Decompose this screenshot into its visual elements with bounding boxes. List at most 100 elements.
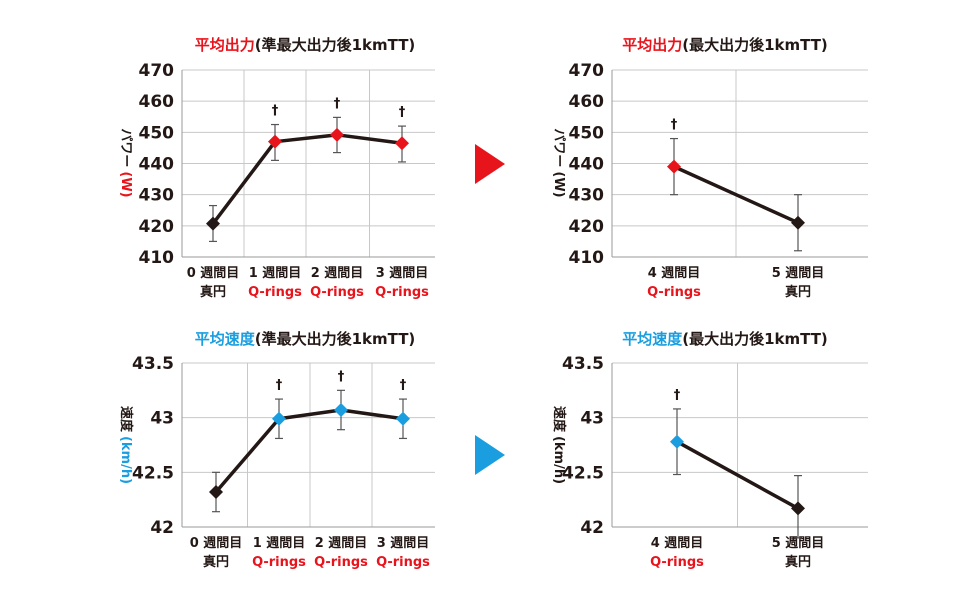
y-tick-label: 42 [150, 518, 174, 538]
y-tick-label: 440 [139, 155, 175, 175]
x-tick-label: 2 週間目 [311, 266, 364, 281]
data-point [209, 485, 223, 500]
x-tick-sublabel: Q-rings [248, 285, 302, 300]
y-axis-label-text: 速度 [118, 406, 134, 433]
y-axis-label-unit: (km/h) [118, 436, 133, 484]
y-tick-label: 410 [569, 248, 605, 268]
y-tick-label: 43.5 [132, 354, 174, 374]
y-tick-label: 440 [569, 155, 605, 175]
series-line [676, 440, 799, 510]
y-tick-label: 430 [569, 186, 605, 206]
y-tick-label: 450 [139, 123, 175, 143]
grid [182, 362, 435, 527]
x-tick-label: 3 週間目 [376, 266, 429, 281]
chart-title-rest: (最大出力後1kmTT) [682, 36, 828, 54]
data-point [334, 403, 348, 418]
chart-title: 平均速度(準最大出力後1kmTT) [195, 330, 416, 348]
arrow-icon [475, 144, 505, 184]
chart-title-rest: (準最大出力後1kmTT) [255, 36, 416, 54]
x-tick-label: 0 週間目 [187, 266, 240, 281]
y-axis-label-text: 速度 [551, 406, 567, 433]
significance-mark: † [276, 378, 283, 393]
arrow-icon [475, 435, 505, 475]
y-axis-label-text: パワー [551, 128, 566, 167]
x-tick-sublabel: Q-rings [375, 285, 429, 300]
x-tick-sublabel: 真円 [200, 284, 226, 300]
grid [182, 69, 435, 257]
chart-3: 42 42.5 43 43.5 平均速度(準最大出力後1kmTT) 速度 (km/h) 0 週… [118, 330, 435, 570]
y-axis-label: パワー (W) [118, 128, 133, 197]
arrows [475, 144, 505, 475]
chart-1: 410 420 430 440 450 460 470 平均出力(準最大出力後1kmTT) パワ… [118, 36, 435, 300]
chart-title: 平均出力(最大出力後1kmTT) [622, 36, 828, 54]
data-point [272, 411, 286, 426]
chart-title-colored: 平均出力 [195, 36, 255, 54]
y-tick-label: 410 [139, 248, 175, 268]
significance-mark: † [334, 96, 341, 111]
y-tick-label: 430 [139, 186, 175, 206]
data-point [791, 215, 805, 230]
y-axis-label-unit: (km/h) [551, 436, 566, 484]
data-point [268, 134, 282, 149]
data-point [667, 159, 681, 174]
significance-mark: † [338, 369, 345, 384]
series-line [214, 408, 404, 494]
y-axis-label-unit: (W) [118, 171, 133, 197]
y-tick-label: 420 [569, 217, 605, 237]
x-tick-sublabel: Q-rings [314, 555, 368, 570]
y-tick-label: 450 [569, 123, 605, 143]
y-tick-label: 42 [580, 518, 604, 538]
x-tick-sublabel: 真円 [785, 284, 811, 300]
y-axis-label-unit: (W) [551, 171, 566, 197]
y-tick-label: 42.5 [132, 463, 174, 483]
chart-title-rest: (準最大出力後1kmTT) [255, 330, 416, 348]
x-tick-label: 4 週間目 [651, 536, 704, 551]
y-axis-label: 速度 (km/h) [118, 406, 134, 484]
x-tick-sublabel: Q-rings [376, 555, 430, 570]
x-tick-sublabel: Q-rings [310, 285, 364, 300]
chart-title: 平均速度(最大出力後1kmTT) [622, 330, 828, 348]
y-axis-label-text: パワー [118, 128, 133, 167]
y-axis-label: 速度 (km/h) [551, 406, 567, 484]
x-tick-sublabel: Q-rings [650, 555, 704, 570]
x-tick-label: 1 週間目 [249, 266, 302, 281]
data-point [395, 136, 409, 151]
significance-mark: † [400, 378, 407, 393]
chart-title-colored: 平均速度 [622, 330, 683, 348]
x-tick-label: 5 週間目 [772, 536, 825, 551]
data-point [670, 434, 684, 449]
y-tick-label: 42.5 [562, 463, 604, 483]
chart-2: 410 420 430 440 450 460 470 平均出力(最大出力後1kmTT) パワー… [551, 36, 868, 300]
x-tick-sublabel: Q-rings [252, 555, 306, 570]
y-axis-label: パワー (W) [551, 128, 566, 197]
y-tick-label: 470 [139, 61, 175, 81]
chart-title-colored: 平均速度 [195, 330, 256, 348]
grid [612, 362, 868, 527]
x-tick-label: 2 週間目 [315, 536, 368, 551]
y-tick-label: 470 [569, 61, 605, 81]
x-tick-label: 5 週間目 [772, 266, 825, 281]
x-tick-label: 0 週間目 [190, 536, 243, 551]
x-tick-sublabel: Q-rings [647, 285, 701, 300]
data-point [330, 127, 344, 142]
significance-mark: † [399, 105, 406, 120]
x-tick-label: 3 週間目 [377, 536, 430, 551]
data-point [206, 216, 220, 231]
x-tick-label: 4 週間目 [648, 266, 701, 281]
chart-4: 42 42.5 43 43.5 平均速度(最大出力後1kmTT) 速度 (km/h) 4 週間… [551, 330, 868, 570]
x-tick-label: 1 週間目 [253, 536, 306, 551]
y-tick-label: 43 [580, 409, 604, 429]
series-line [673, 165, 799, 225]
y-tick-label: 460 [139, 92, 175, 112]
series-line [211, 133, 403, 225]
significance-mark: † [674, 388, 681, 403]
x-tick-sublabel: 真円 [203, 554, 229, 570]
data-point [791, 501, 805, 516]
data-point [396, 411, 410, 426]
chart-title-colored: 平均出力 [622, 36, 682, 54]
x-tick-sublabel: 真円 [785, 554, 811, 570]
significance-mark: † [272, 104, 279, 119]
y-tick-label: 43.5 [562, 354, 604, 374]
chart-title: 平均出力(準最大出力後1kmTT) [195, 36, 416, 54]
